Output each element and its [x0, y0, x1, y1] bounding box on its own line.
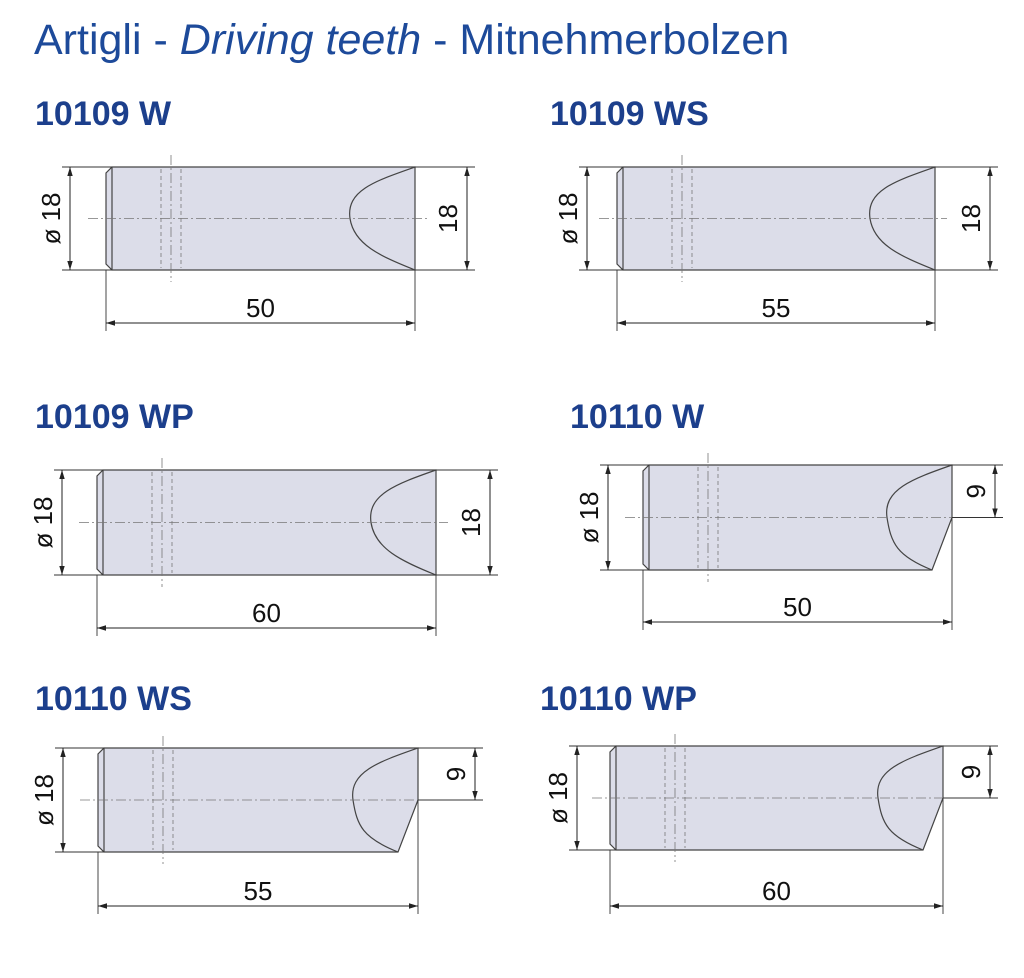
part-code: 10110 WS: [35, 680, 192, 718]
title-italian: Artigli: [34, 16, 142, 64]
diameter-label: ø 18: [553, 192, 583, 244]
part-code: 10110 WP: [540, 680, 697, 718]
title-german: Mitnehmerbolzen: [459, 16, 789, 64]
notch-edge: [877, 745, 944, 851]
title-separator: -: [433, 16, 447, 64]
part-body: [105, 166, 416, 271]
length-label: 60: [762, 876, 791, 906]
title-separator: -: [153, 16, 167, 64]
height-label: 18: [456, 508, 486, 537]
length-label: 55: [762, 293, 791, 323]
height-label: 9: [956, 765, 986, 779]
part-code: 10109 WP: [35, 398, 194, 436]
length-label: 50: [783, 592, 812, 622]
height-label: 18: [956, 204, 986, 233]
diameter-label: ø 18: [29, 774, 59, 826]
height-label: 9: [961, 484, 991, 498]
page-title: Artigli - Driving teeth - Mitnehmerbolze…: [34, 16, 789, 64]
length-label: 50: [246, 293, 275, 323]
part-code: 10109 W: [35, 95, 172, 133]
height-label: 18: [433, 204, 463, 233]
height-label: 9: [441, 767, 471, 781]
title-english: Driving teeth: [180, 16, 421, 64]
part-code: 10110 W: [570, 398, 705, 436]
diameter-label: ø 18: [28, 496, 58, 548]
part-body: [97, 747, 419, 853]
part-body: [642, 464, 953, 571]
length-label: 55: [244, 876, 273, 906]
part-code: 10109 WS: [550, 95, 709, 133]
length-label: 60: [252, 598, 281, 628]
diameter-label: ø 18: [36, 192, 66, 244]
diameter-label: ø 18: [543, 772, 573, 824]
diameter-label: ø 18: [574, 491, 604, 543]
